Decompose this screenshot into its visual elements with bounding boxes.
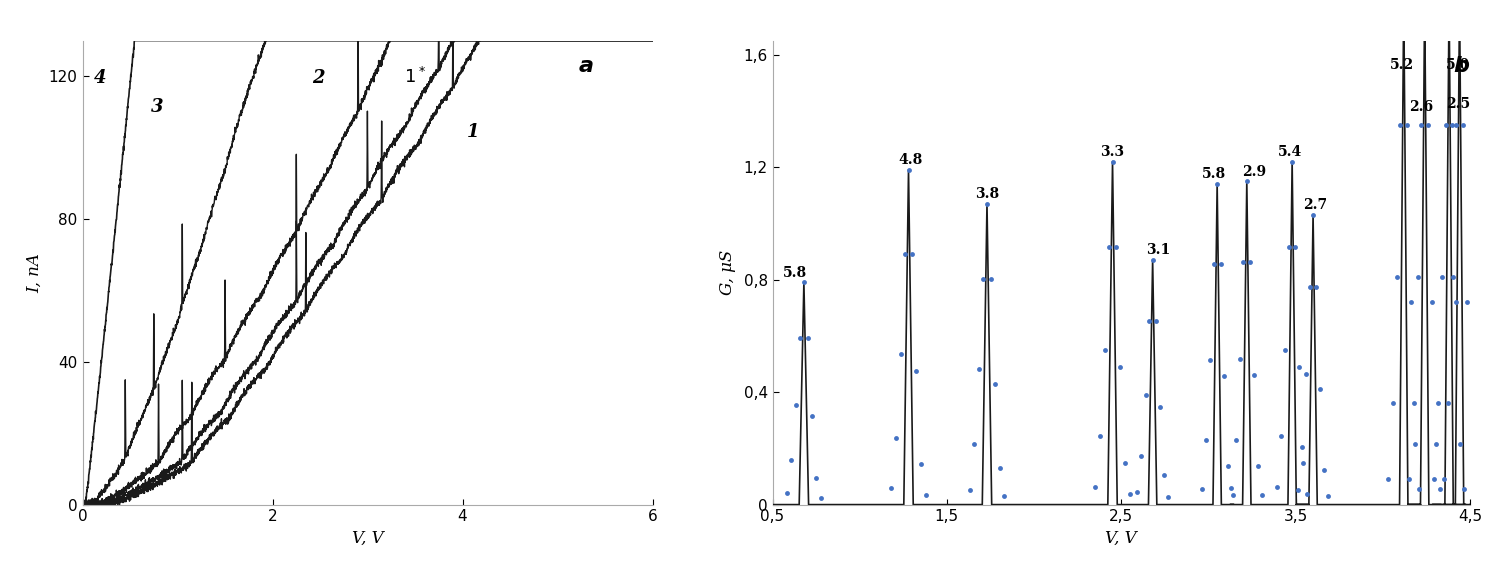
Text: 5.8: 5.8 [1202,168,1225,182]
Text: 5.2: 5.2 [1390,58,1414,72]
Text: 4.8: 4.8 [898,153,922,168]
Text: 3.1: 3.1 [1146,244,1170,258]
Text: $1^*$: $1^*$ [404,67,426,88]
X-axis label: V, V: V, V [1106,530,1137,547]
Text: $\boldsymbol{a}$: $\boldsymbol{a}$ [579,55,594,77]
Text: 4: 4 [94,70,106,88]
Text: 5.8: 5.8 [783,266,807,280]
Text: 3: 3 [152,98,164,116]
Text: 3.8: 3.8 [975,187,999,201]
Text: 2: 2 [312,70,326,88]
Text: 1: 1 [468,123,480,141]
Text: 2.9: 2.9 [1242,165,1266,179]
Text: 2.5: 2.5 [1446,97,1470,111]
Text: 3.3: 3.3 [1101,145,1125,159]
Text: 5.4: 5.4 [1278,145,1302,159]
Y-axis label: I, nA: I, nA [26,253,44,292]
Text: 2.6: 2.6 [1408,100,1432,114]
X-axis label: V, V: V, V [351,530,384,547]
Text: $\boldsymbol{b}$: $\boldsymbol{b}$ [1452,55,1470,77]
Y-axis label: G, μS: G, μS [720,250,736,295]
Text: 5.0: 5.0 [1446,58,1470,72]
Text: 2.7: 2.7 [1302,198,1326,212]
